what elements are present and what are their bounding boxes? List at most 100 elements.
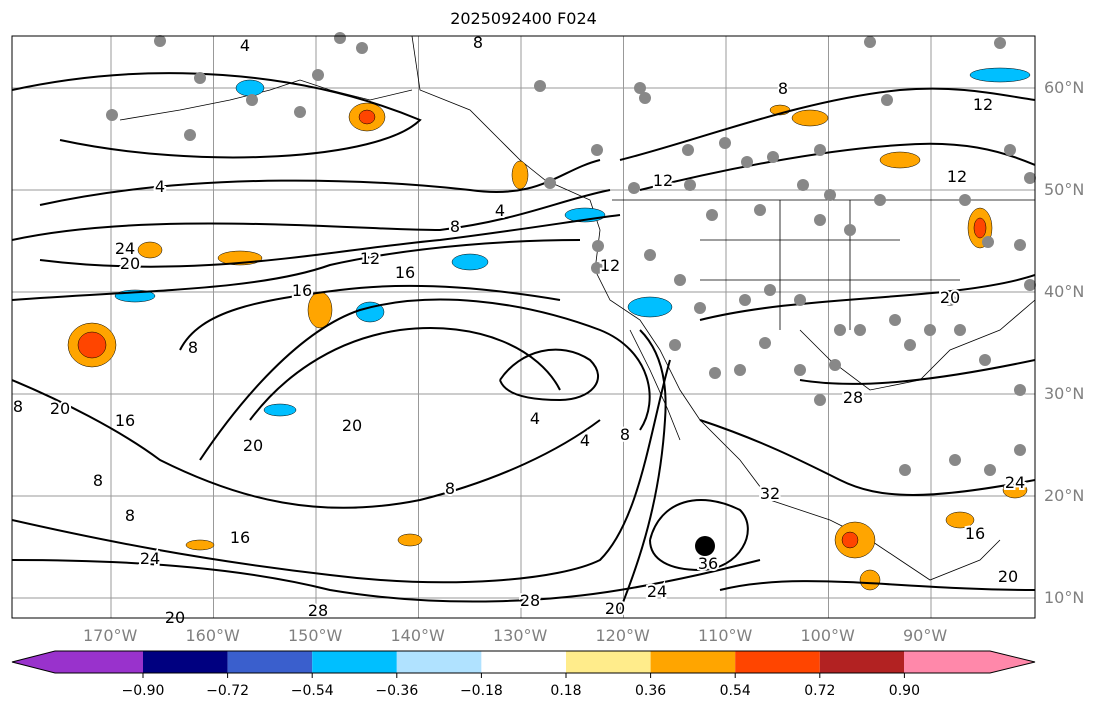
station-dot bbox=[764, 284, 776, 296]
station-dot bbox=[797, 179, 809, 191]
station-dot bbox=[194, 72, 206, 84]
colorbar-segment bbox=[312, 651, 397, 673]
station-dot bbox=[994, 37, 1006, 49]
colorbar-extend-low bbox=[12, 651, 143, 673]
contour-label: 24 bbox=[140, 549, 160, 568]
contour-label: 8 bbox=[450, 217, 460, 236]
lon-tick-label: 150°W bbox=[288, 626, 343, 645]
station-dot bbox=[954, 324, 966, 336]
colorbar-outline bbox=[11, 650, 1036, 674]
colorbar-segment bbox=[396, 651, 482, 673]
station-dot bbox=[881, 94, 893, 106]
lon-tick-label: 100°W bbox=[800, 626, 855, 645]
shaded-area bbox=[358, 109, 376, 125]
station-dot bbox=[682, 144, 694, 156]
colorbar-tick-label: 0.72 bbox=[804, 683, 836, 699]
colorbar-segment bbox=[735, 651, 820, 673]
cyclone-marker bbox=[695, 536, 715, 556]
contour-label: 16 bbox=[115, 411, 135, 430]
station-dot bbox=[184, 129, 196, 141]
contour-label: 12 bbox=[973, 95, 993, 114]
contour-label: 20 bbox=[605, 599, 625, 618]
station-dot bbox=[246, 94, 258, 106]
contour-line bbox=[12, 559, 761, 603]
contour-label: 4 bbox=[530, 409, 540, 428]
station-dot bbox=[959, 194, 971, 206]
colorbar-tick-label: −0.54 bbox=[290, 683, 334, 699]
station-dot bbox=[709, 367, 721, 379]
station-dot bbox=[814, 144, 826, 156]
station-dot bbox=[544, 177, 556, 189]
contour-label: 4 bbox=[495, 201, 505, 220]
contour-line bbox=[649, 499, 749, 572]
contour-label: 32 bbox=[760, 484, 780, 503]
contour-label: 4 bbox=[155, 177, 165, 196]
colorbar-segment bbox=[566, 651, 651, 673]
contour-label: 8 bbox=[620, 425, 630, 444]
station-dot bbox=[794, 294, 806, 306]
lat-tick-label: 60°N bbox=[1044, 78, 1085, 97]
colorbar-tick-label: −0.18 bbox=[459, 683, 503, 699]
station-dot bbox=[106, 109, 118, 121]
contour-label: 16 bbox=[230, 528, 250, 547]
station-dot bbox=[154, 35, 166, 47]
contour-label: 8 bbox=[778, 79, 788, 98]
station-dot bbox=[899, 464, 911, 476]
contour-label: 8 bbox=[13, 397, 23, 416]
colorbar-tick-label: −0.72 bbox=[206, 683, 250, 699]
contour-label: 20 bbox=[50, 399, 70, 418]
contour-line bbox=[179, 284, 561, 351]
contour-label: 12 bbox=[360, 249, 380, 268]
contour-line bbox=[12, 379, 601, 509]
station-dot bbox=[874, 194, 886, 206]
station-dot bbox=[634, 82, 646, 94]
contour-label: 4 bbox=[240, 36, 250, 55]
contour-line bbox=[39, 159, 601, 206]
contour-line bbox=[799, 359, 1035, 385]
contour-line bbox=[639, 142, 1035, 191]
station-dot bbox=[674, 274, 686, 286]
station-dot bbox=[844, 224, 856, 236]
contour-label: 16 bbox=[292, 281, 312, 300]
station-dot bbox=[741, 156, 753, 168]
station-dot bbox=[754, 204, 766, 216]
lon-tick-label: 160°W bbox=[185, 626, 240, 645]
lon-tick-label: 90°W bbox=[903, 626, 948, 645]
shaded-area bbox=[859, 569, 881, 591]
lon-tick-label: 170°W bbox=[83, 626, 138, 645]
contour-line bbox=[12, 72, 422, 159]
contour-label: 8 bbox=[93, 471, 103, 490]
lon-tick-label: 120°W bbox=[595, 626, 650, 645]
contour-label: 24 bbox=[1005, 473, 1025, 492]
map-frame bbox=[11, 35, 1036, 619]
station-dot bbox=[356, 42, 368, 54]
station-dot bbox=[767, 151, 779, 163]
lat-tick-label: 40°N bbox=[1044, 282, 1085, 301]
station-dot bbox=[694, 302, 706, 314]
station-dot bbox=[829, 359, 841, 371]
station-dot bbox=[814, 394, 826, 406]
contour-label: 8 bbox=[445, 479, 455, 498]
station-dot bbox=[591, 144, 603, 156]
lat-tick-label: 10°N bbox=[1044, 588, 1085, 607]
lat-tick-label: 50°N bbox=[1044, 180, 1085, 199]
shaded-area bbox=[969, 67, 1031, 83]
station-dot bbox=[1014, 384, 1026, 396]
shaded-field bbox=[67, 67, 1031, 591]
colorbar-segment bbox=[143, 651, 228, 673]
contour-line bbox=[12, 189, 611, 241]
colorbar-segment bbox=[227, 651, 313, 673]
station-dot bbox=[639, 92, 651, 104]
colorbar-tick-label: 0.54 bbox=[719, 683, 751, 699]
shaded-area bbox=[1002, 481, 1028, 499]
shaded-area bbox=[263, 403, 297, 417]
station-dot bbox=[824, 189, 836, 201]
contour-label: 28 bbox=[843, 388, 863, 407]
contour-line bbox=[499, 348, 600, 402]
station-dot bbox=[1024, 279, 1036, 291]
colorbar-tick-label: −0.36 bbox=[375, 683, 419, 699]
contour-label: 24 bbox=[647, 582, 667, 601]
shaded-area bbox=[945, 511, 975, 529]
contour-label: 28 bbox=[308, 601, 328, 620]
